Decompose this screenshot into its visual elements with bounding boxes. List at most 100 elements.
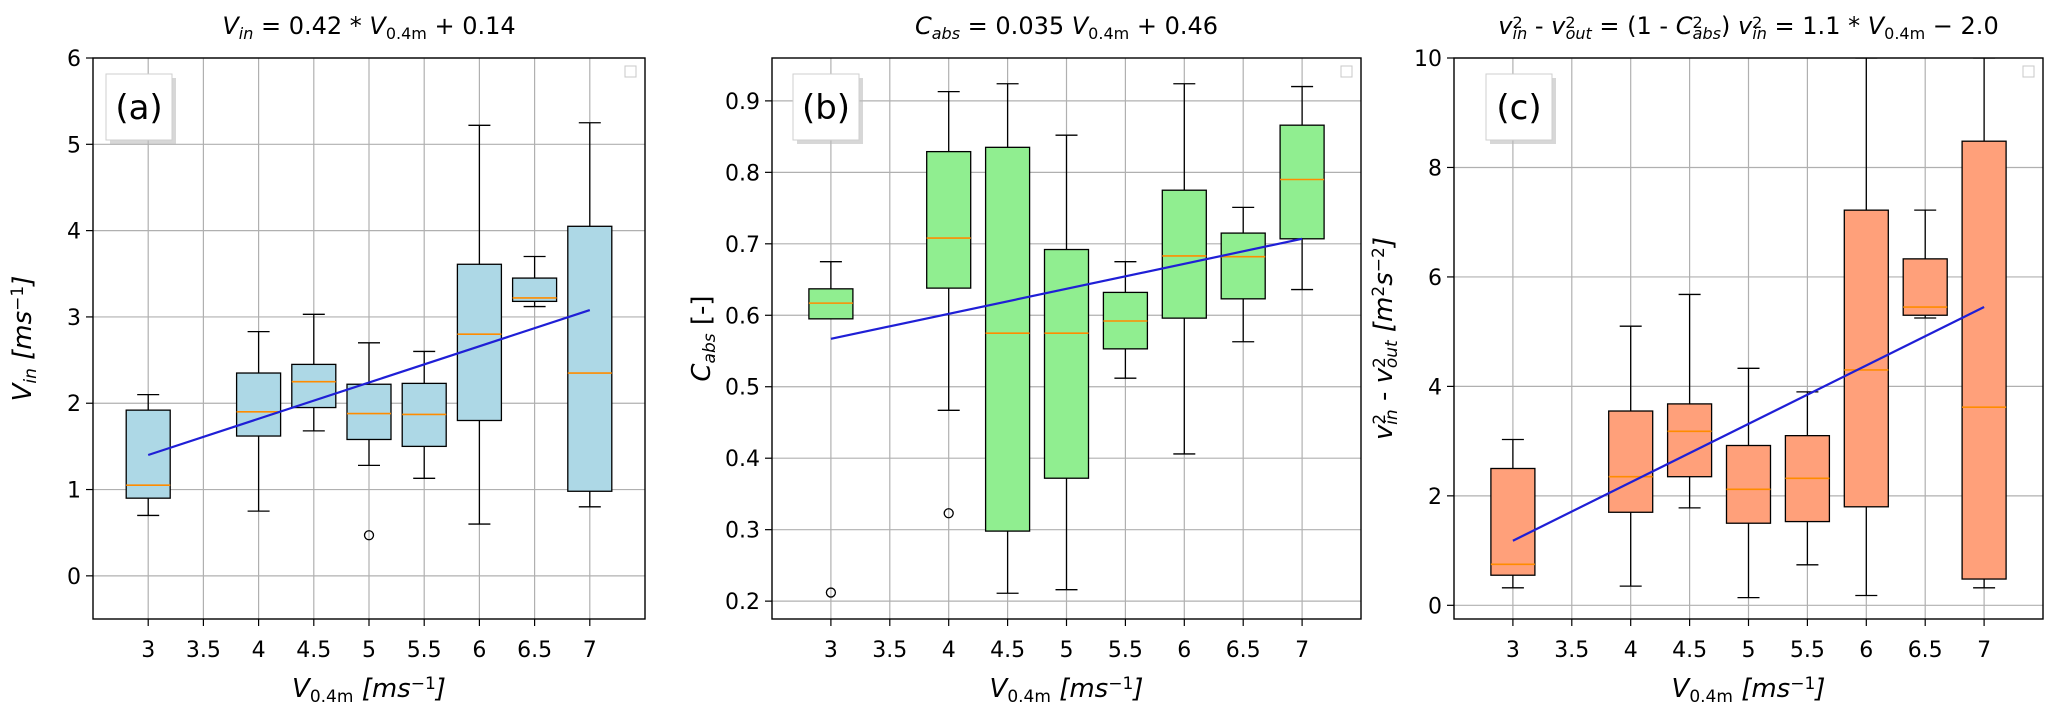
label-part: C [915, 12, 932, 40]
x-tick-label: 4.5 [1672, 638, 1707, 663]
panel-b: 3 3.5 4 4.5 5 5.5 6 6.5 7 0.2 0.3 0.4 0.5 0.6 0.7 0.8 0.… [687, 12, 1362, 707]
panel-label-text: (a) [115, 88, 162, 128]
x-tick-label: 7 [1977, 638, 1991, 663]
label-part: ] [1369, 237, 1399, 248]
panel-label-box [1485, 73, 1553, 141]
label-sup: 2 [1370, 357, 1390, 368]
panel-c: 3 3.5 4 4.5 5 5.5 6 6.5 7 0 2 4 6 8 10 (c) v2 in - v2 out … [1369, 12, 2044, 707]
y-tick-label: 0.4 [725, 447, 760, 472]
label-sup: 2 [1370, 414, 1390, 425]
label-sup: 2 [1565, 13, 1575, 32]
panel-label-box [105, 73, 173, 141]
chart-title: v2 in - v2 out = (1 - C2 abs) v2 in = 1.1 * … [1498, 12, 1998, 43]
label-part: = 1.1 * [1767, 12, 1868, 40]
fit-line [830, 237, 1303, 340]
y-tick-label: 6 [1428, 266, 1442, 291]
box-iqr [456, 263, 503, 422]
label-part: −1 [1790, 674, 1815, 694]
box-7 [567, 122, 613, 508]
label-part: C [1676, 12, 1693, 40]
y-tick-label: 10 [1414, 47, 1442, 72]
label-part: 0.4m [1884, 24, 1925, 43]
label-part: v [1738, 12, 1753, 40]
box-0 [1490, 438, 1536, 589]
label-part: v [1369, 424, 1399, 440]
label-sub: out [1382, 339, 1402, 368]
x-tick-label: 5 [1060, 638, 1074, 663]
label-part: V [990, 674, 1010, 704]
box-iqr [1279, 124, 1325, 240]
x-tick-label: 5.5 [407, 638, 442, 663]
label-part: V [369, 12, 387, 40]
label-part: −1 [1108, 674, 1133, 694]
label-part: 0.4m [386, 24, 427, 43]
label-part: abs [932, 24, 960, 43]
box-iqr [1161, 189, 1207, 319]
label-part: + 0.14 [427, 12, 516, 40]
label-part: v [1551, 12, 1566, 40]
label-part: [ [8, 349, 38, 368]
y-tick-label: 0 [67, 565, 81, 590]
x-tick-label: 6.5 [1226, 638, 1261, 663]
panel-label: (a) [105, 73, 176, 144]
box-iqr [1043, 248, 1090, 479]
outlier-point [363, 530, 375, 541]
box-iqr [346, 383, 392, 441]
label-part: −2 [1369, 247, 1389, 272]
outlier-point [825, 587, 837, 598]
label-part: + 0.46 [1129, 12, 1218, 40]
label-part: [ [353, 674, 372, 704]
chart-title: Cabs = 0.035 V0.4m + 0.46 [915, 12, 1218, 43]
label-part: m [1369, 297, 1399, 322]
label-part: ] [8, 276, 38, 287]
box-iqr [1902, 258, 1948, 316]
legend-box [624, 65, 637, 78]
x-tick-label: 7 [583, 638, 597, 663]
label-part: ms [1069, 674, 1108, 704]
box-iqr [1725, 444, 1772, 524]
x-tick-label: 3 [141, 638, 155, 663]
x-tick-label: 4 [1624, 638, 1638, 663]
y-tick-label: 0 [1428, 594, 1442, 619]
boxes [125, 122, 613, 541]
y-tick-label: 0.2 [725, 590, 760, 615]
x-tick-label: 3.5 [186, 638, 221, 663]
y-axis-label: Cabs [-] [687, 295, 720, 381]
label-part: −1 [8, 286, 28, 311]
box-iqr [567, 225, 613, 492]
label-part: −1 [411, 674, 436, 694]
y-tick-label: 1 [67, 479, 81, 504]
label-sup: 2 [1752, 13, 1762, 32]
grid [93, 57, 645, 619]
label-part: [ [1733, 674, 1752, 704]
x-tick-label: 5.5 [1790, 638, 1825, 663]
label-part: 0.4m [1088, 24, 1129, 43]
x-tick-label: 3 [1506, 638, 1520, 663]
box-iqr [1666, 403, 1713, 478]
x-tick-label: 4 [942, 638, 956, 663]
box-iqr [511, 277, 558, 303]
outlier-point [943, 508, 954, 519]
x-tick-label: 5.5 [1108, 638, 1143, 663]
box-7 [1279, 85, 1325, 291]
box-3 [1043, 134, 1090, 591]
x-tick-label: 4.5 [990, 638, 1025, 663]
box-1 [235, 330, 282, 512]
label-part: [ [1051, 674, 1070, 704]
x-tick-label: 6 [1859, 638, 1873, 663]
box-iqr [926, 150, 972, 289]
y-tick-label: 0.3 [725, 519, 760, 544]
box-iqr [1220, 232, 1266, 300]
label-part: ms [1751, 674, 1790, 704]
label-part: = 0.42 * [253, 12, 369, 40]
y-tick-label: 0.8 [725, 161, 760, 186]
fit-line [147, 308, 591, 457]
label-part: [ [1369, 321, 1399, 340]
label-part: s [1369, 272, 1399, 286]
x-tick-label: 3.5 [872, 638, 907, 663]
x-axis-label: V0.4m [ms−1] [1672, 674, 1826, 707]
label-sub: out [1566, 24, 1593, 43]
fit-line [1512, 306, 1985, 542]
y-tick-label: 0.5 [725, 376, 760, 401]
label-part: = (1 - [1592, 12, 1676, 40]
